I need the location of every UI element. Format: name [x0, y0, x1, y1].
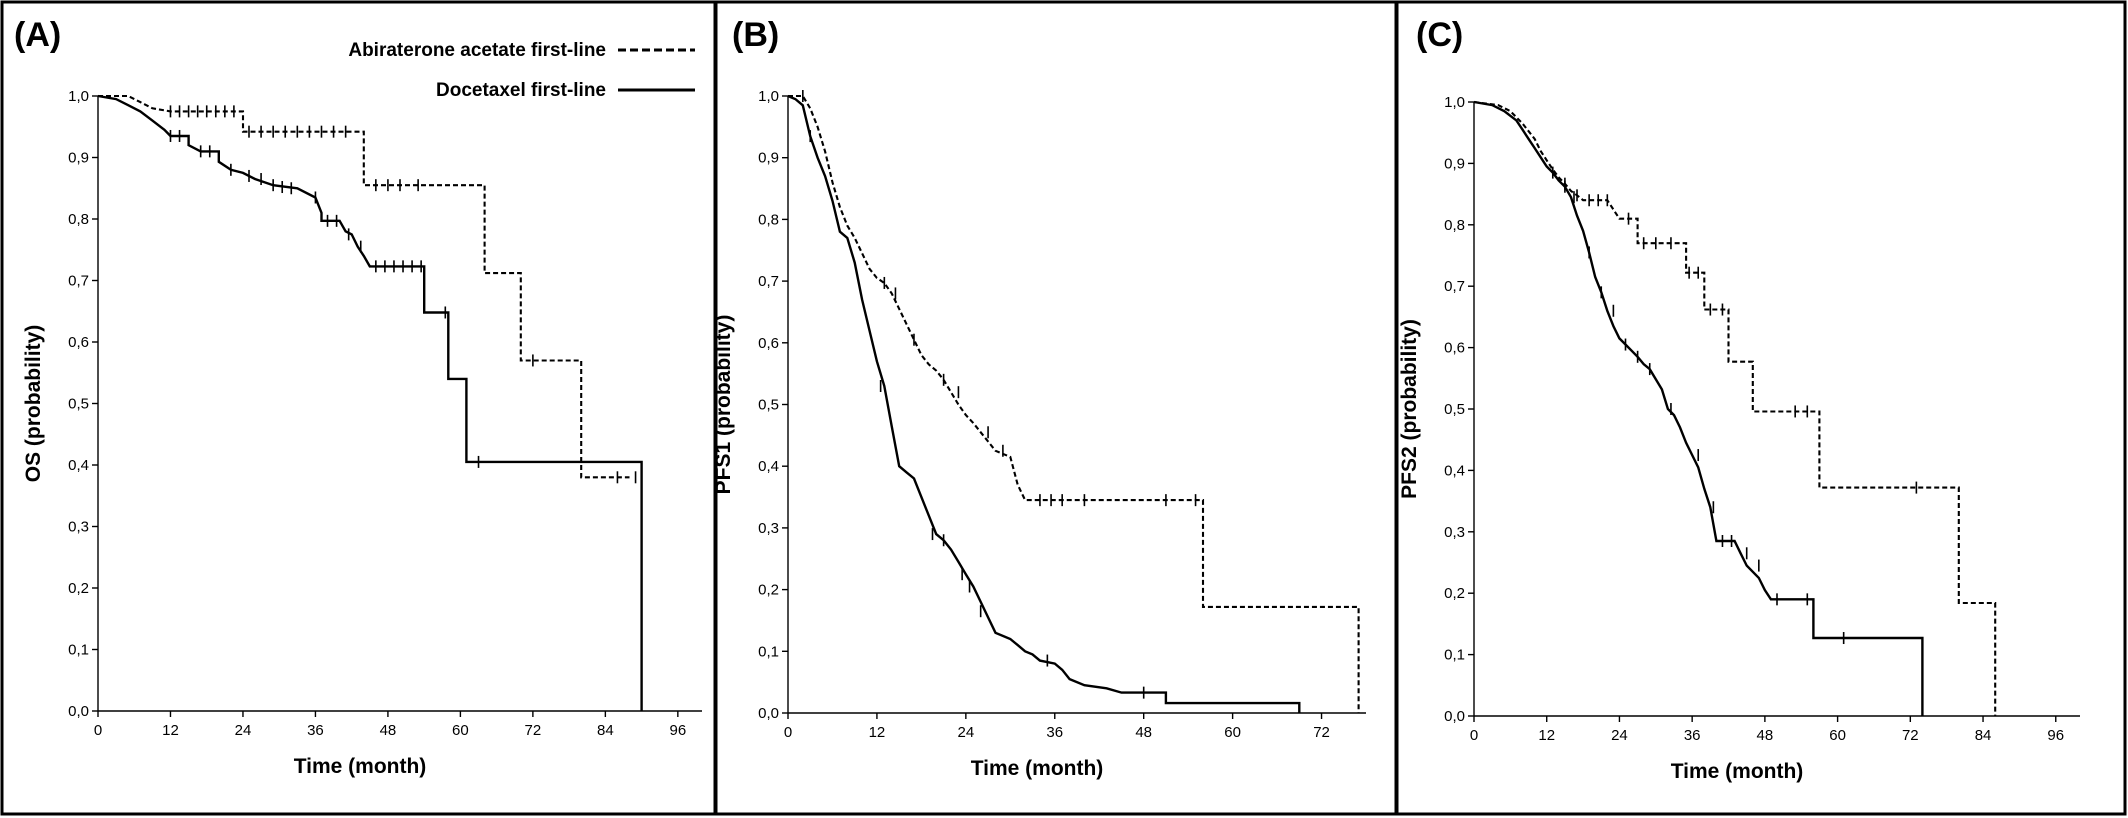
panel-c-y-tick-label: 0,9: [1444, 155, 1465, 172]
panel-a-x-tick-label: 12: [162, 722, 179, 739]
panel-b-x-tick-label: 36: [1046, 724, 1063, 741]
panel-b-y-tick-label: 0,3: [758, 520, 779, 537]
panel-a-series-docetaxel: [97, 94, 643, 711]
panel-b-y-tick-label: 0,8: [758, 211, 779, 228]
panel-c-y-tick-label: 0,3: [1444, 524, 1465, 541]
panel-c-x-tick-label: 0: [1470, 727, 1478, 744]
panel-a-y-tick-label: 0,5: [68, 396, 89, 413]
panel-c-y-tick-label: 1,0: [1444, 94, 1465, 111]
panel-b-y-tick-label: 1,0: [758, 88, 779, 105]
panel-c-x-axis-title: Time (month): [1671, 760, 1804, 783]
panel-c-x-tick-label: 96: [2047, 727, 2064, 744]
panel-a-x-tick-label: 24: [235, 722, 252, 739]
panel-c-y-axis-title: PFS2 (probability): [1398, 319, 1421, 499]
panel-a-y-axis-title: OS (probability): [22, 325, 45, 483]
panel-b-chart: 0 12 24 36 48 60 72 0,0 0,1 0,2 0,3 0,4 0,5 0,6 0,7 0,8…: [712, 88, 1366, 780]
panel-c-x-tick-label: 24: [1611, 727, 1628, 744]
panel-a-x-tick-label: 84: [597, 722, 614, 739]
panel-c-y-tick-label: 0,7: [1444, 278, 1465, 295]
panel-b-x-tick-label: 60: [1224, 724, 1241, 741]
panel-a-x-tick-label: 36: [307, 722, 324, 739]
panel-c-y-tick-label: 0,6: [1444, 340, 1465, 357]
panel-a-x-axis-title: Time (month): [294, 755, 427, 778]
legend: Abiraterone acetate first-line Docetaxel…: [348, 40, 695, 101]
panel-a-x-tick-label: 48: [380, 722, 397, 739]
panel-a-label: (A): [14, 16, 61, 54]
panel-b-y-tick-label: 0,4: [758, 458, 779, 475]
panel-a-y-tick-label: 0,4: [68, 457, 89, 474]
panel-b-x-tick-label: 12: [869, 724, 886, 741]
panel-a-y-tick-label: 0,0: [68, 703, 89, 720]
panel-b-y-tick-label: 0,5: [758, 397, 779, 414]
panel-c-y-tick-label: 0,2: [1444, 585, 1465, 602]
panel-c-y-tick-label: 0,8: [1444, 217, 1465, 234]
panel-a-series-abiraterone: [98, 94, 630, 479]
panel-a-y-tick-label: 0,9: [68, 150, 89, 167]
panel-b-x-axis-title: Time (month): [971, 757, 1104, 780]
panel-c-x-tick-label: 84: [1975, 727, 1992, 744]
panel-c-x-tick-label: 60: [1829, 727, 1846, 744]
panel-b-x-tick-label: 72: [1313, 724, 1330, 741]
panel-b-series-abiraterone: [788, 94, 1360, 713]
panel-a-y-tick-label: 0,2: [68, 580, 89, 597]
panel-b-series-docetaxel: [787, 94, 1301, 713]
panel-c-x-tick-label: 36: [1684, 727, 1701, 744]
legend-label-abiraterone: Abiraterone acetate first-line: [348, 40, 606, 61]
panel-a-y-tick-label: 0,8: [68, 211, 89, 228]
panel-c-y-tick-label: 0,5: [1444, 401, 1465, 418]
panel-c-frame: [1395, 0, 2127, 816]
panel-c-y-tick-label: 0,4: [1444, 462, 1465, 479]
panel-c-y-tick-label: 0,0: [1444, 708, 1465, 725]
panel-b-x-tick-label: 24: [958, 724, 975, 741]
panel-a-y-tick-label: 0,7: [68, 273, 89, 290]
panel-b-y-tick-label: 0,2: [758, 582, 779, 599]
panel-c-label: (C): [1416, 16, 1463, 54]
panel-b-y-tick-label: 0,6: [758, 335, 779, 352]
panel-a-x-tick-label: 0: [94, 722, 102, 739]
panel-b-y-axis-title: PFS1 (probability): [712, 315, 735, 495]
legend-label-docetaxel: Docetaxel first-line: [436, 80, 606, 101]
panel-b-y-tick-label: 0,7: [758, 273, 779, 290]
panel-a-y-tick-label: 0,6: [68, 334, 89, 351]
panel-c-x-tick-label: 48: [1757, 727, 1774, 744]
panel-b-x-tick-label: 0: [784, 724, 792, 741]
panel-b-y-tick-label: 0,0: [758, 705, 779, 722]
panel-b-y-tick-label: 0,9: [758, 150, 779, 167]
panel-a-y-tick-label: 0,3: [68, 519, 89, 536]
panel-b-label: (B): [732, 16, 779, 54]
panel-c-x-tick-label: 12: [1538, 727, 1555, 744]
panel-a-y-tick-label: 1,0: [68, 88, 89, 105]
panel-b-y-tick-label: 0,1: [758, 643, 779, 660]
panel-a-y-tick-label: 0,1: [68, 642, 89, 659]
panel-b-x-tick-label: 48: [1135, 724, 1152, 741]
panel-c-y-tick-label: 0,1: [1444, 647, 1465, 664]
panel-a-x-tick-label: 72: [525, 722, 542, 739]
panel-c-series-docetaxel: [1473, 100, 1924, 716]
panel-a-chart: 0 12 24 36 48 60 72 84 96 0,0 0,1 0,2 0,3 0,4 0,5 0,6 0,…: [22, 88, 702, 778]
panel-c-chart: 0 12 24 36 48 60 72 84 96 0,0 0,1 0,2 0,3 0,4 0,5 0,6 0,…: [1398, 94, 2080, 783]
panel-a-x-tick-label: 60: [452, 722, 469, 739]
panel-c-x-tick-label: 72: [1902, 727, 1919, 744]
panel-a-x-tick-label: 96: [669, 722, 686, 739]
